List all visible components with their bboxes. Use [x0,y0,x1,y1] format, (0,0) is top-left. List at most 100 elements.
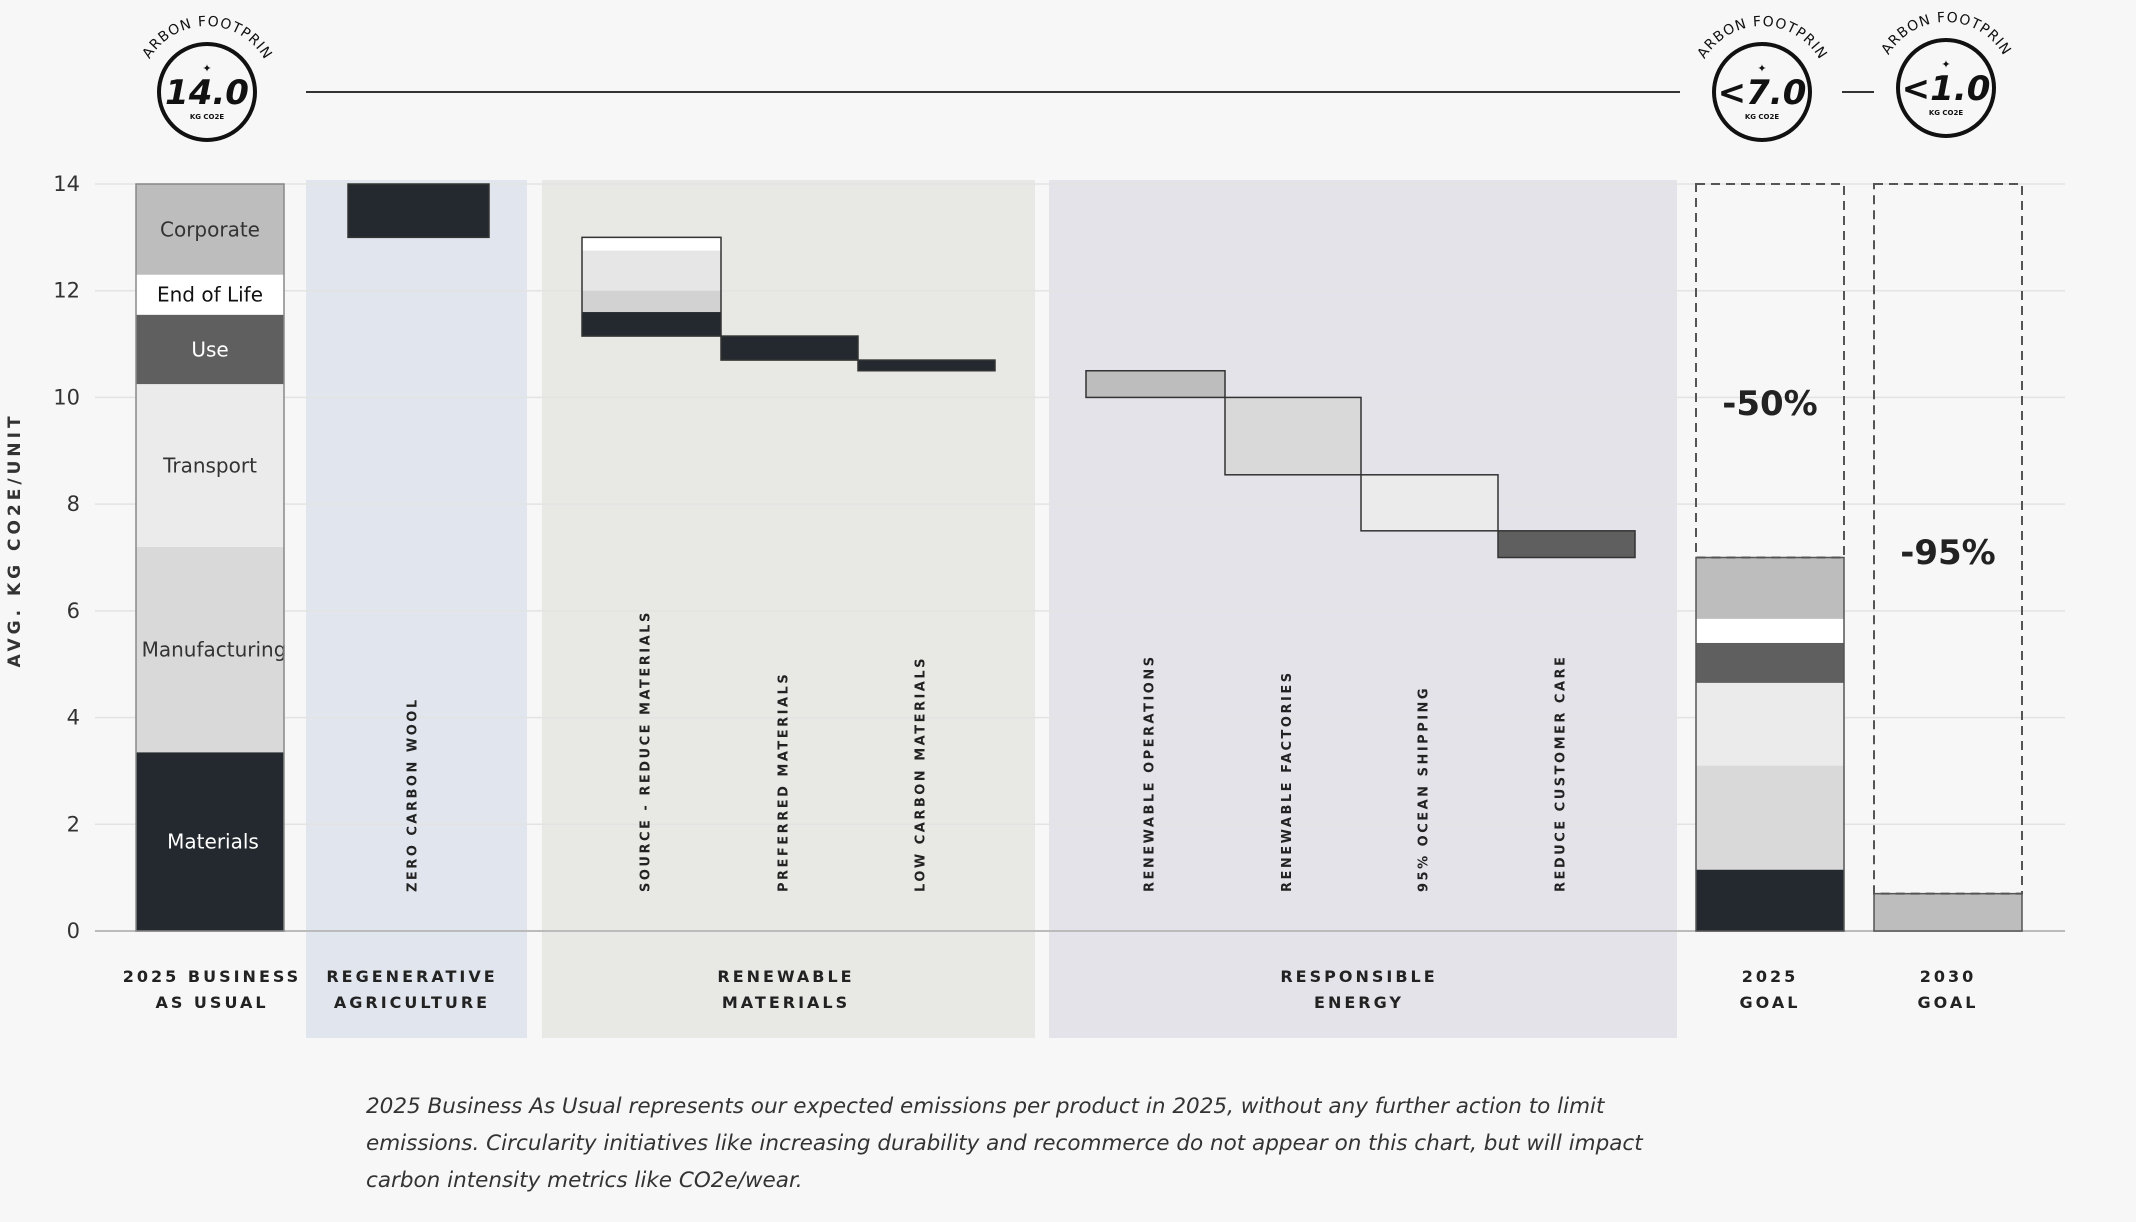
step-label: SOURCE - REDUCE MATERIALS [639,610,654,892]
badge-value: <1.0 [1902,69,1991,109]
category-label-renewable: RENEWABLE MATERIALS [717,967,854,1012]
business-as-usual-bar: Materials Manufacturing Transport Use End of… [135,183,287,932]
waterfall-bar-outline [1360,474,1499,532]
waterfall-bar [858,360,995,371]
badge-unit: KG CO2E [1929,109,1964,117]
carbon-badge-2: CARBON FOOTPRINT✦<7.0KG CO2E [0,0,1829,142]
step-label: ZERO CARBON WOOL [406,697,421,892]
y-tick-label: 12 [53,279,80,303]
sparkle-icon: ✦ [1757,63,1766,75]
y-tick-label: 6 [67,599,80,623]
bau-segment-label: End of Life [157,283,263,307]
step-renewable-factories: RENEWABLE FACTORIES [1224,396,1362,892]
waterfall-bar-outline [347,183,490,239]
goal-segment [1696,765,1844,870]
goal-dashed-outline [1695,183,1845,559]
step-95-ocean-shipping: 95% OCEAN SHIPPING [1360,474,1499,892]
goal-segment [1696,557,1844,619]
goal-bar-outline [1695,556,1845,932]
sparkle-icon: ✦ [202,63,211,75]
bau-segment-label: Materials [167,830,259,854]
step-label: LOW CARBON MATERIALS [914,656,929,892]
step-reduce-customer-care: REDUCE CUSTOMER CARE [1497,530,1636,892]
step-label: RENEWABLE OPERATIONS [1143,654,1158,892]
waterfall-bar [1225,397,1361,475]
waterfall-bar-outline [1224,396,1362,476]
bau-segment-end-of-life [136,274,284,315]
waterfall-bar [582,250,721,291]
waterfall-bar [582,290,721,313]
category-label-line: MATERIALS [722,993,850,1012]
bau-segment-transport [136,384,284,547]
category-label-line: GOAL [1918,993,1979,1012]
waterfall-bar [582,237,721,251]
bau-bar-outline [135,183,285,932]
bau-segment-corporate [136,184,284,275]
category-label-line: ENERGY [1314,993,1404,1012]
step-renewable-operations: RENEWABLE OPERATIONS [1085,370,1226,892]
category-label-energy: RESPONSIBLE ENERGY [1280,967,1434,1012]
bau-segment-use [136,314,284,385]
bau-segment-label: Use [191,337,228,361]
waterfall-bar [582,312,721,337]
badge-circle [1712,42,1812,142]
footnote: 2025 Business As Usual represents our ex… [366,1094,1643,1193]
step-label: RENEWABLE FACTORIES [1280,670,1295,892]
y-tick-label: 2 [67,812,80,836]
y-tick-label: 8 [67,492,80,516]
goal-segment [1696,618,1844,643]
y-tick-label: 4 [67,706,80,730]
badge-unit: KG CO2E [1745,113,1780,121]
category-label-line: AGRICULTURE [334,993,490,1012]
step-zero-carbon-wool: ZERO CARBON WOOL [347,183,490,892]
badge-value: 14.0 [165,73,249,113]
y-tick-label: 14 [53,172,80,196]
category-label-line: RENEWABLE [717,967,854,986]
waterfall-bar [721,336,858,361]
badge-unit: KG CO2E [190,113,225,121]
waterfall-bar-outline [857,359,996,372]
goal-segment [1696,642,1844,683]
goal-segment [1696,869,1844,931]
category-label-line: REGENERATIVE [326,967,497,986]
reduction-label: -50% [1722,384,1818,424]
step-label: 95% OCEAN SHIPPING [1417,686,1432,892]
goal-dashed-outline [1873,183,2023,895]
bau-segment-label: Manufacturing [142,638,287,662]
group-background-3 [1049,180,1677,1038]
step-label: PREFERRED MATERIALS [777,672,792,892]
reduction-label: -95% [1900,533,1996,573]
category-label-regenerative: REGENERATIVE AGRICULTURE [326,967,497,1012]
bau-segment-label: Transport [162,453,257,477]
goal-bar-1: -50% [1695,183,1845,932]
goal-bar-2: -95% [1873,183,2023,932]
bau-segment-manufacturing [136,546,284,753]
category-label-line: 2025 [1742,967,1799,986]
y-tick-label: 0 [67,919,80,943]
bau-segment-materials [136,752,284,931]
bau-segment-label: Corporate [160,217,260,241]
category-label-goal-2025: 2025 GOAL [1740,967,1799,1012]
waterfall-bar-outline [1085,370,1226,399]
step-preferred-materials: PREFERRED MATERIALS [720,335,859,892]
waterfall-bar [1361,474,1498,531]
waterfall-bar [1498,530,1635,558]
step-label: REDUCE CUSTOMER CARE [1554,655,1569,892]
group-background-1 [306,180,527,1038]
y-axis-label: AVG. KG CO2E/UNIT [5,412,25,667]
category-label-bau: 2025 BUSINESS AS USUAL [123,967,301,1012]
carbon-badge-1: CARBON FOOTPRINT✦14.0KG CO2E [0,0,274,142]
goal-segment [1874,893,2022,931]
goal-segment [1696,682,1844,766]
y-tick-label: 10 [53,385,80,409]
badge-value: <7.0 [1718,73,1807,113]
category-label-line: 2030 [1920,967,1977,986]
sparkle-icon: ✦ [1941,59,1950,71]
waterfall-bar-outline [720,335,859,361]
category-label-line: AS USUAL [155,993,268,1012]
waterfall-bar [348,184,489,238]
carbon-badge-3: CARBON FOOTPRINT✦<1.0KG CO2E [0,0,2013,138]
category-label-line: 2025 BUSINESS [123,967,301,986]
waterfall-bar-outline [1497,530,1636,559]
